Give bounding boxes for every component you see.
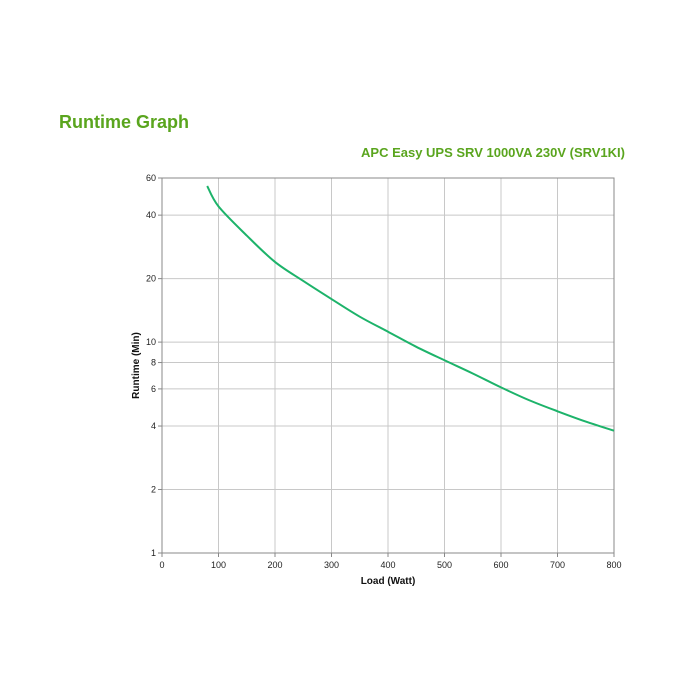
x-axis-label: Load (Watt) <box>361 576 416 587</box>
x-tick-label: 600 <box>493 560 508 570</box>
y-tick-label: 2 <box>151 485 156 495</box>
x-tick-label: 200 <box>267 560 282 570</box>
y-axis-label: Runtime (Min) <box>131 332 142 399</box>
y-tick-label: 8 <box>151 358 156 368</box>
y-tick-label: 1 <box>151 548 156 558</box>
y-tick-label: 40 <box>146 210 156 220</box>
tick-layer: 0 100 200 300 400 500 600 700 800 1 2 4 6 8 10 20 40 60 <box>146 173 622 570</box>
x-tick-label: 500 <box>437 560 452 570</box>
y-tick-label: 4 <box>151 421 156 431</box>
x-tick-label: 0 <box>159 560 164 570</box>
x-tick-label: 700 <box>550 560 565 570</box>
y-tick-label: 6 <box>151 384 156 394</box>
y-tick-label: 60 <box>146 173 156 183</box>
x-tick-label: 100 <box>211 560 226 570</box>
x-tick-label: 800 <box>606 560 621 570</box>
grid-layer <box>162 178 614 553</box>
series-layer <box>206 185 615 432</box>
y-tick-label: 10 <box>146 337 156 347</box>
x-tick-label: 300 <box>324 560 339 570</box>
x-tick-label: 400 <box>380 560 395 570</box>
graph-title: Runtime Graph <box>59 112 190 132</box>
y-tick-label: 20 <box>146 274 156 284</box>
product-subtitle: APC Easy UPS SRV 1000VA 230V (SRV1KI) <box>361 145 625 160</box>
runtime-curve <box>206 185 615 432</box>
